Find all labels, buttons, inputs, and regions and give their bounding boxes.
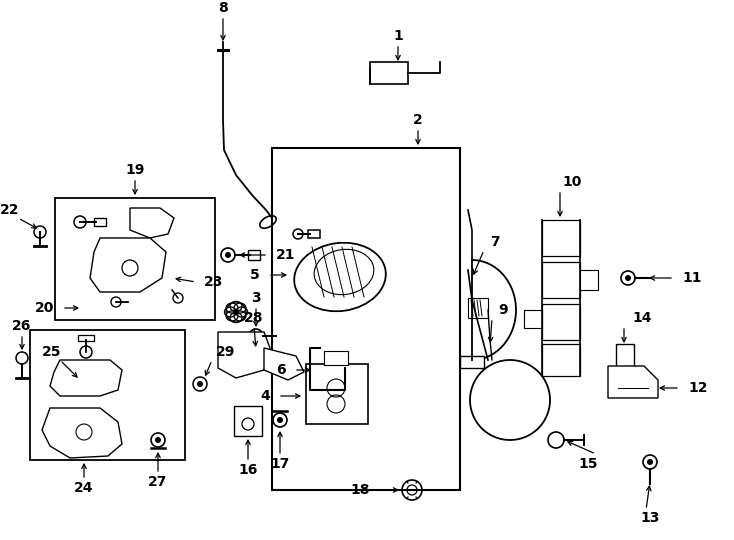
Text: 16: 16 bbox=[239, 463, 258, 477]
Circle shape bbox=[647, 459, 653, 465]
Bar bbox=[468, 298, 488, 318]
Text: 3: 3 bbox=[251, 291, 261, 305]
Circle shape bbox=[277, 417, 283, 423]
Text: 26: 26 bbox=[12, 319, 32, 333]
Bar bbox=[460, 356, 484, 368]
Text: 13: 13 bbox=[640, 511, 660, 525]
Circle shape bbox=[625, 275, 631, 281]
Bar bbox=[324, 351, 348, 365]
Text: 12: 12 bbox=[688, 381, 708, 395]
Text: 9: 9 bbox=[498, 303, 508, 317]
Text: 19: 19 bbox=[126, 163, 145, 177]
Text: 2: 2 bbox=[413, 113, 423, 127]
Polygon shape bbox=[608, 366, 658, 398]
Text: 20: 20 bbox=[34, 301, 54, 315]
Text: 5: 5 bbox=[250, 268, 260, 282]
Text: 15: 15 bbox=[578, 457, 597, 471]
Bar bbox=[370, 62, 408, 84]
Bar bbox=[542, 220, 580, 256]
Bar bbox=[94, 218, 106, 226]
Text: 21: 21 bbox=[276, 248, 296, 262]
Circle shape bbox=[197, 381, 203, 387]
Text: 24: 24 bbox=[74, 481, 94, 495]
Bar bbox=[308, 230, 320, 238]
Text: 28: 28 bbox=[244, 311, 264, 325]
Circle shape bbox=[225, 252, 231, 258]
Bar bbox=[248, 250, 260, 260]
Text: 11: 11 bbox=[682, 271, 702, 285]
Bar bbox=[542, 344, 580, 376]
Text: 29: 29 bbox=[216, 345, 236, 359]
Polygon shape bbox=[264, 348, 304, 380]
Bar bbox=[580, 270, 598, 290]
Text: 14: 14 bbox=[632, 311, 652, 325]
Bar bbox=[542, 262, 580, 298]
Text: 23: 23 bbox=[204, 275, 223, 289]
Text: 7: 7 bbox=[490, 235, 500, 249]
Polygon shape bbox=[130, 208, 174, 238]
Bar bbox=[30, 330, 185, 460]
Bar bbox=[234, 406, 262, 436]
Polygon shape bbox=[50, 360, 122, 396]
Bar bbox=[524, 310, 542, 328]
Text: 1: 1 bbox=[393, 29, 403, 43]
Text: 8: 8 bbox=[218, 1, 228, 15]
Text: 17: 17 bbox=[270, 457, 290, 471]
Bar bbox=[306, 364, 368, 424]
Polygon shape bbox=[42, 408, 122, 458]
Bar bbox=[542, 304, 580, 340]
Text: 27: 27 bbox=[148, 475, 167, 489]
Text: 4: 4 bbox=[261, 389, 270, 403]
Text: 18: 18 bbox=[351, 483, 370, 497]
Text: 6: 6 bbox=[277, 363, 286, 377]
Circle shape bbox=[253, 333, 259, 339]
Bar bbox=[272, 148, 460, 490]
Bar bbox=[616, 344, 634, 368]
Bar bbox=[78, 335, 94, 341]
Polygon shape bbox=[90, 238, 166, 292]
Text: 22: 22 bbox=[0, 203, 20, 217]
Circle shape bbox=[155, 437, 161, 443]
Bar bbox=[55, 198, 215, 320]
Polygon shape bbox=[218, 332, 270, 378]
Text: 10: 10 bbox=[562, 175, 581, 189]
Text: 25: 25 bbox=[43, 345, 62, 359]
